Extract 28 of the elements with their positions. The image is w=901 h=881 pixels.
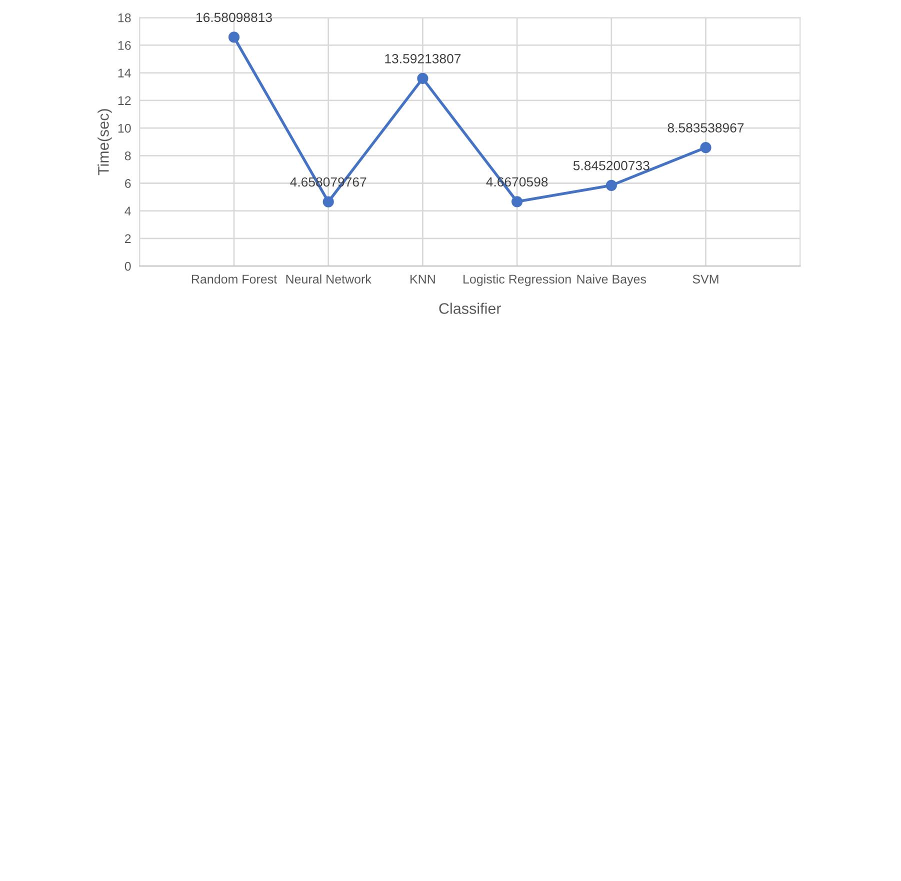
point [606, 180, 617, 191]
y-tick-label: 10 [118, 124, 131, 133]
y-tick-label: 8 [124, 151, 131, 160]
y-tick-label: 16 [118, 41, 131, 50]
x-tick-label: Logistic Regression [464, 274, 571, 286]
point [511, 196, 523, 208]
x-tick-label: Naive Bayes [577, 274, 646, 286]
y-tick-label: 18 [118, 13, 131, 22]
point [700, 142, 712, 154]
data-label: 13.59213807 [385, 54, 461, 64]
y-tick-label: 4 [124, 206, 131, 216]
data-label: 5.845200733 [573, 160, 650, 170]
x-tick-label: SVM [692, 274, 718, 284]
point [228, 32, 240, 43]
y-tick-label: 12 [118, 96, 131, 105]
y-tick-label: 6 [125, 179, 131, 188]
y-tick-label: 2 [125, 234, 131, 243]
point [322, 196, 334, 208]
point [417, 72, 428, 84]
x-axis-title: Classifier [439, 302, 502, 314]
y-axis-title: Time(sec) [98, 109, 112, 176]
y-tick-label: 14 [118, 68, 131, 78]
data-label: 16.58098813 [196, 12, 272, 22]
x-tick-label: KNN [410, 274, 435, 284]
x-tick-label: Neural Network [286, 274, 372, 284]
x-tick-label: Random Forest [192, 274, 277, 284]
data-label: 8.583538967 [668, 123, 744, 132]
y-tick-label: 0 [124, 262, 131, 271]
